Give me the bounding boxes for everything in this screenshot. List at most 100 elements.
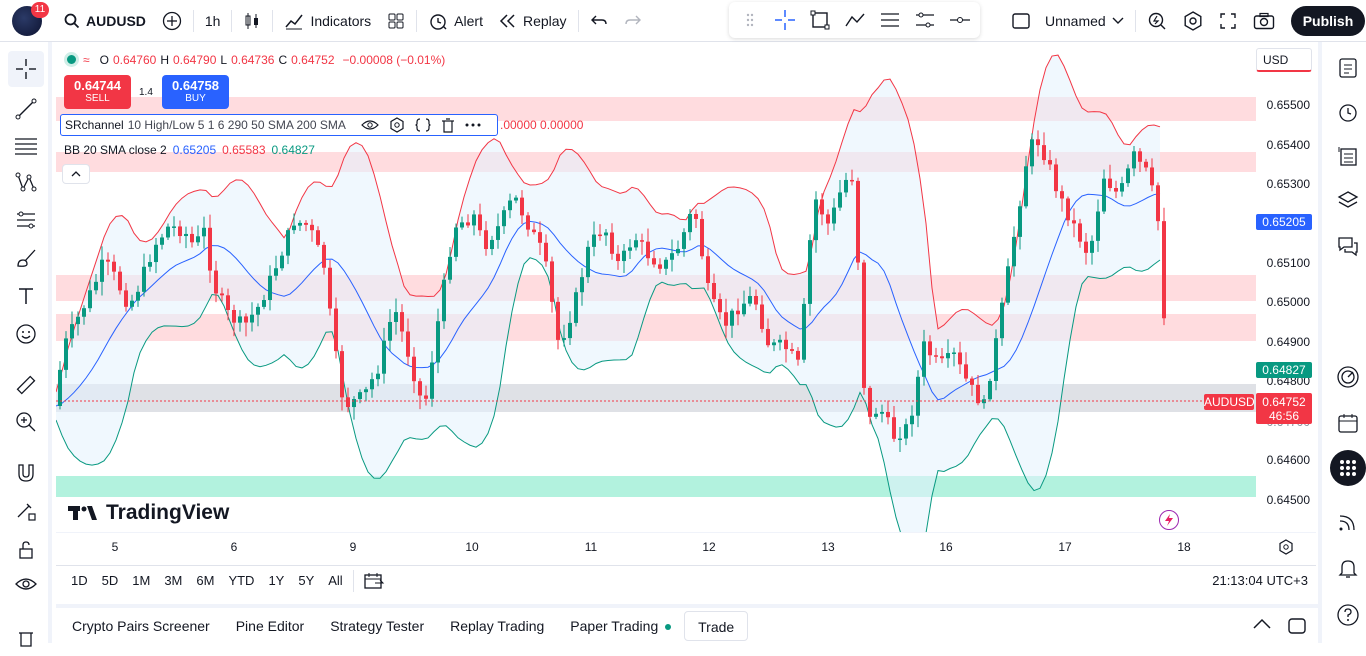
settings-button[interactable] (1175, 5, 1211, 37)
news-button[interactable] (1330, 138, 1366, 174)
candle-body (514, 197, 518, 201)
srchannel-indicator[interactable]: SRchannel 10 High/Low 5 1 6 290 50 SMA 2… (60, 114, 498, 136)
eye-icon[interactable] (361, 119, 379, 131)
chart-settings-gear-icon[interactable] (1278, 539, 1294, 555)
horizontal-line-tool-button[interactable] (943, 5, 976, 35)
range-ytd[interactable]: YTD (228, 573, 255, 588)
candle-body (550, 261, 554, 302)
watchlist-button[interactable] (1330, 50, 1366, 86)
lightning-badge[interactable] (1159, 510, 1179, 530)
interval-button[interactable]: 1h (204, 12, 221, 29)
candle-body (766, 328, 770, 346)
range-3m[interactable]: 3M (164, 573, 183, 588)
fib-tool[interactable] (8, 128, 44, 164)
price-axis[interactable]: USD 0.65500 0.65400 0.65300 0.65100 0.65… (1256, 46, 1316, 532)
crosshair-tool[interactable] (8, 51, 44, 87)
tab-pine-editor[interactable]: Pine Editor (235, 617, 305, 634)
go-to-date-icon[interactable] (363, 572, 385, 590)
range-5d[interactable]: 5D (101, 573, 119, 588)
ideas-button[interactable] (1330, 359, 1366, 395)
bb-indicator[interactable]: BB 20 SMA close 2 0.65205 0.65583 0.6482… (60, 139, 319, 161)
publish-button[interactable]: Publish (1290, 6, 1366, 36)
chart-pane[interactable]: TradingView (56, 46, 1256, 532)
candle-body (118, 271, 122, 291)
tab-crypto-pairs-screener[interactable]: Crypto Pairs Screener (72, 617, 210, 634)
snapshot-button[interactable] (1245, 5, 1283, 37)
stay-in-drawing-tool[interactable] (8, 493, 44, 529)
streams-button[interactable] (1330, 504, 1366, 540)
crosshair-icon (16, 59, 36, 79)
path-tool-button[interactable] (838, 5, 871, 35)
crosshair-tool-button[interactable] (768, 5, 801, 35)
time-axis[interactable]: 5 6 9 10 11 12 13 16 17 18 (56, 532, 1316, 560)
zoom-tool[interactable] (8, 404, 44, 440)
notifications-button[interactable] (1330, 550, 1366, 586)
fullscreen-button[interactable] (1211, 5, 1245, 37)
last-price-tag: 0.64752 46:56 (1256, 393, 1312, 424)
replay-button[interactable]: Replay (491, 5, 575, 37)
maximize-panel-icon[interactable] (1287, 617, 1307, 635)
candle-body (112, 261, 116, 272)
fib-tool-button[interactable] (873, 5, 906, 35)
emoji-tool[interactable] (8, 316, 44, 352)
range-1m[interactable]: 1M (132, 573, 151, 588)
sell-price: 0.64744 (74, 78, 121, 93)
candle-body (934, 355, 938, 357)
range-all[interactable]: All (328, 573, 343, 588)
source-code-icon[interactable] (415, 118, 431, 132)
prediction-tool[interactable] (8, 202, 44, 238)
chevron-up-icon (71, 171, 81, 177)
templates-button[interactable] (379, 5, 413, 37)
text-tool[interactable] (8, 278, 44, 314)
trend-line-tool[interactable] (8, 91, 44, 127)
buy-button[interactable]: 0.64758 BUY (162, 75, 229, 109)
range-1d[interactable]: 1D (71, 573, 88, 588)
tab-strategy-tester[interactable]: Strategy Tester (330, 617, 425, 634)
symbol-search[interactable]: AUDUSD (56, 5, 154, 37)
measure-tool[interactable] (8, 367, 44, 403)
compare-button[interactable] (154, 5, 190, 37)
help-button[interactable] (1330, 597, 1366, 633)
calendar-button[interactable] (1330, 405, 1366, 441)
candlestick-chart[interactable] (56, 46, 1256, 532)
quick-search-button[interactable] (1139, 5, 1175, 37)
brush-tool[interactable] (8, 240, 44, 276)
layout-menu[interactable]: Unnamed (1003, 5, 1132, 37)
rectangle-tool-button[interactable] (803, 5, 836, 35)
object-tree-button[interactable] (1330, 182, 1366, 218)
lock-drawings-tool[interactable] (8, 532, 44, 568)
hide-drawings-tool[interactable] (8, 566, 44, 602)
chart-type-button[interactable] (235, 5, 269, 37)
sell-button[interactable]: 0.64744 SELL (64, 75, 131, 109)
candle-body (694, 213, 698, 219)
drag-handle[interactable] (733, 5, 766, 35)
tab-replay-trading[interactable]: Replay Trading (450, 617, 545, 634)
range-6m[interactable]: 6M (196, 573, 215, 588)
clock-timezone[interactable]: 21:13:04 UTC+3 (1212, 573, 1308, 588)
collapse-legend-button[interactable] (62, 164, 90, 184)
candle-body (448, 256, 452, 280)
pattern-tool[interactable] (8, 164, 44, 200)
candle-body (1144, 161, 1148, 168)
apps-button[interactable] (1330, 450, 1366, 486)
gear-icon[interactable] (389, 117, 405, 133)
alerts-button[interactable] (1330, 94, 1366, 130)
trash-icon[interactable] (441, 117, 455, 133)
indicators-button[interactable]: Indicators (276, 5, 379, 37)
tab-paper-trading[interactable]: Paper Trading (557, 611, 684, 641)
alert-button[interactable]: Alert (420, 5, 491, 37)
ohlc-legend: ≈ O 0.64760 H 0.64790 L 0.64736 C 0.64752 −0… (64, 52, 445, 67)
chevron-up-icon[interactable] (1252, 618, 1272, 630)
undo-button[interactable] (582, 5, 616, 37)
currency-selector[interactable]: USD (1256, 48, 1312, 72)
chats-button[interactable] (1330, 228, 1366, 264)
remove-drawings-tool[interactable] (8, 620, 44, 656)
range-1y[interactable]: 1Y (268, 573, 285, 588)
magnet-tool[interactable] (8, 455, 44, 491)
more-dots-icon[interactable] (465, 123, 481, 127)
settings-tool-button[interactable] (908, 5, 941, 35)
range-5y[interactable]: 5Y (298, 573, 315, 588)
redo-button[interactable] (616, 5, 650, 37)
tab-trade[interactable]: Trade (684, 610, 749, 641)
candle-body (184, 233, 188, 237)
